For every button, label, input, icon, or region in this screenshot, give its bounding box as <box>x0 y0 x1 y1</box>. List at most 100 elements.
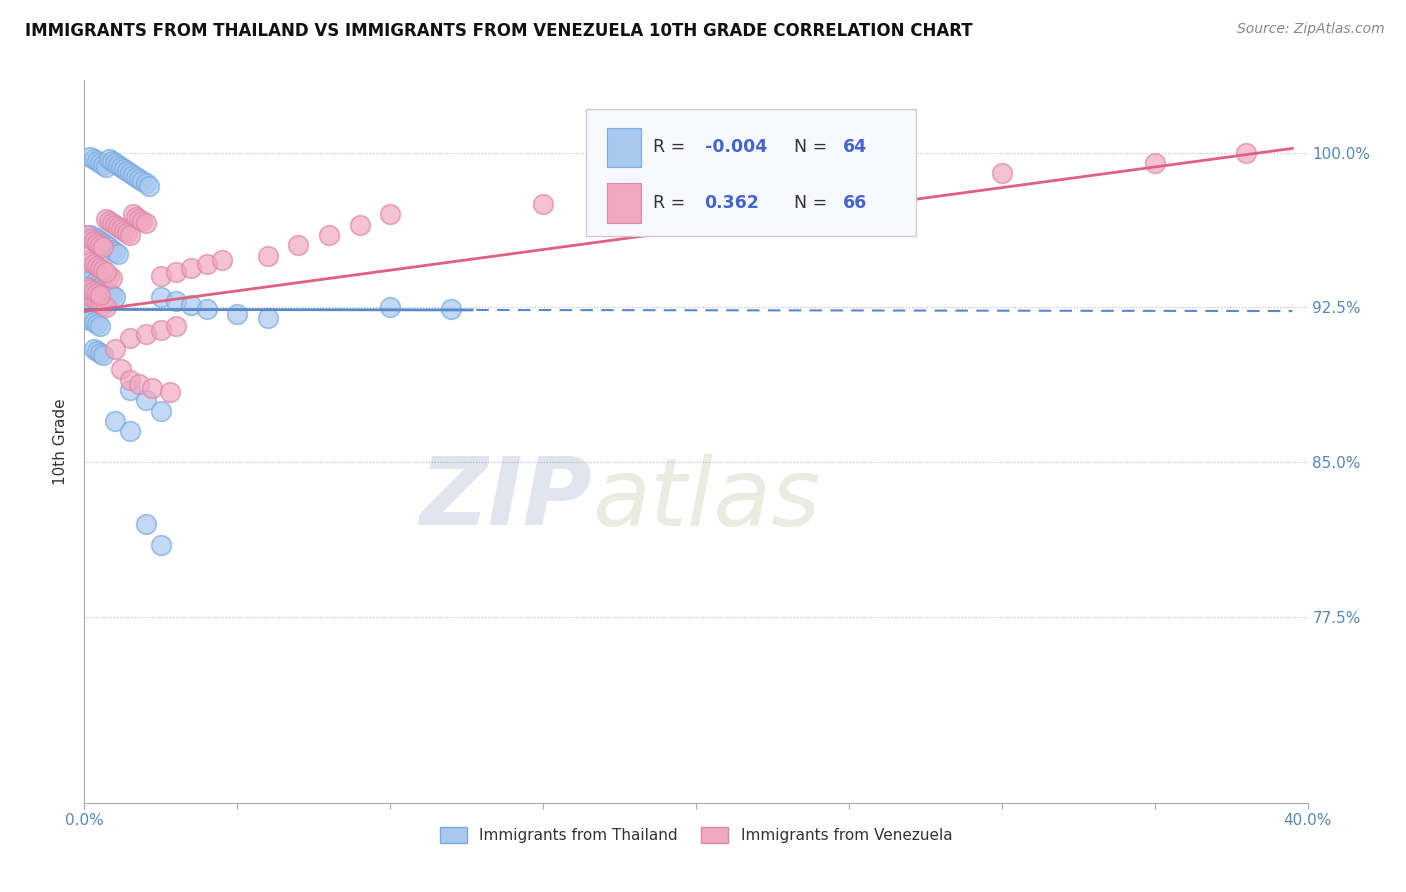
Point <box>83 276 105 290</box>
Point <box>104 414 127 428</box>
Point <box>104 290 127 304</box>
Point <box>79 228 101 243</box>
Point <box>1143 156 1166 170</box>
Point <box>91 158 114 172</box>
Point <box>122 168 145 182</box>
Point <box>107 158 129 172</box>
Point <box>149 323 172 337</box>
Point <box>991 166 1014 180</box>
Point <box>97 240 120 254</box>
Point <box>91 240 114 254</box>
Point <box>120 331 142 345</box>
Text: 66: 66 <box>842 194 868 212</box>
Text: R =: R = <box>654 138 690 156</box>
Point <box>94 265 117 279</box>
Point <box>76 310 98 325</box>
Point <box>685 186 707 201</box>
Point <box>440 302 463 317</box>
Point <box>83 152 105 166</box>
Point <box>165 294 187 309</box>
Point <box>97 285 120 300</box>
FancyBboxPatch shape <box>606 183 641 223</box>
Point <box>149 403 172 417</box>
Point <box>86 153 108 168</box>
Point <box>83 235 105 249</box>
Point <box>120 373 142 387</box>
Point <box>91 282 114 296</box>
Point <box>83 230 105 244</box>
Point <box>110 160 132 174</box>
Point <box>115 226 138 240</box>
Point <box>138 178 160 193</box>
Point <box>89 318 111 333</box>
Point <box>83 342 105 356</box>
Point <box>89 345 111 359</box>
Point <box>257 310 280 325</box>
Point <box>89 279 111 293</box>
Point <box>115 164 138 178</box>
Point <box>122 207 145 221</box>
Point <box>128 172 150 186</box>
Point <box>97 152 120 166</box>
Point <box>101 153 124 168</box>
Point <box>101 216 124 230</box>
Point <box>149 538 172 552</box>
Point <box>165 318 187 333</box>
Point <box>380 301 402 315</box>
Point <box>141 381 163 395</box>
Point <box>97 269 120 284</box>
Text: IMMIGRANTS FROM THAILAND VS IMMIGRANTS FROM VENEZUELA 10TH GRADE CORRELATION CHA: IMMIGRANTS FROM THAILAND VS IMMIGRANTS F… <box>25 22 973 40</box>
Point <box>125 210 148 224</box>
Point <box>104 342 127 356</box>
Point <box>257 249 280 263</box>
Point <box>83 315 105 329</box>
Point <box>135 216 157 230</box>
Point <box>838 177 860 191</box>
Point <box>89 238 111 252</box>
Point <box>110 362 132 376</box>
Text: 64: 64 <box>842 138 868 156</box>
Point <box>135 327 157 342</box>
Point <box>226 307 249 321</box>
Point <box>104 156 127 170</box>
Point <box>131 174 153 188</box>
Point <box>76 269 98 284</box>
Point <box>120 166 142 180</box>
Point <box>128 376 150 391</box>
Point <box>112 224 135 238</box>
Point <box>120 383 142 397</box>
Text: ZIP: ZIP <box>419 453 592 545</box>
Point <box>79 232 101 246</box>
Text: R =: R = <box>654 194 690 212</box>
Y-axis label: 10th Grade: 10th Grade <box>53 398 69 485</box>
Point <box>149 269 172 284</box>
Point <box>195 302 218 317</box>
Point <box>94 160 117 174</box>
Point <box>86 259 108 273</box>
FancyBboxPatch shape <box>606 128 641 168</box>
Point <box>107 246 129 260</box>
Text: N =: N = <box>794 138 832 156</box>
Point <box>94 238 117 252</box>
Text: atlas: atlas <box>592 454 820 545</box>
Point <box>110 222 132 236</box>
FancyBboxPatch shape <box>586 109 917 235</box>
Point <box>76 252 98 267</box>
Text: N =: N = <box>794 194 832 212</box>
Point <box>83 292 105 306</box>
Point <box>120 228 142 243</box>
Text: Source: ZipAtlas.com: Source: ZipAtlas.com <box>1237 22 1385 37</box>
Point <box>79 290 101 304</box>
Point <box>349 218 371 232</box>
Legend: Immigrants from Thailand, Immigrants from Venezuela: Immigrants from Thailand, Immigrants fro… <box>433 822 959 849</box>
Point <box>91 298 114 312</box>
Text: 0.362: 0.362 <box>704 194 759 212</box>
Point <box>104 218 127 232</box>
Point <box>83 257 105 271</box>
Point <box>531 197 554 211</box>
Point <box>86 232 108 246</box>
Point <box>101 243 124 257</box>
Point <box>91 236 114 251</box>
Point <box>86 236 108 251</box>
Point <box>89 296 111 310</box>
